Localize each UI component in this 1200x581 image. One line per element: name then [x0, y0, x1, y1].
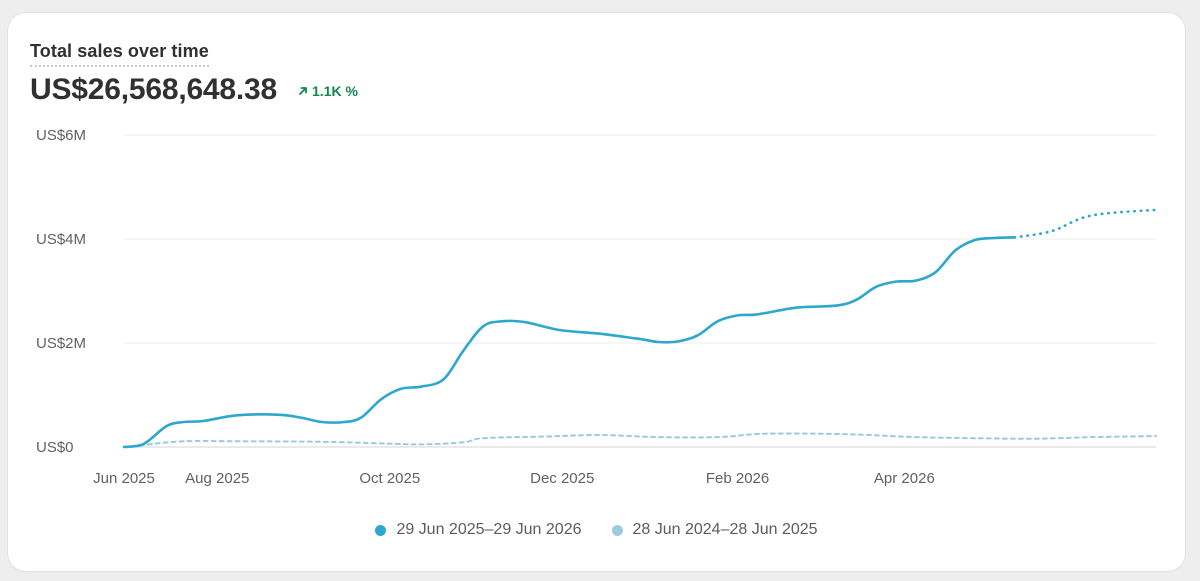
x-tick-label: Jun 2025: [93, 470, 155, 487]
sales-card: Total sales over time US$26,568,648.38 1…: [8, 13, 1185, 571]
y-tick-label: US$0: [36, 439, 74, 456]
change-badge: 1.1K %: [298, 83, 358, 99]
x-tick-label: Oct 2025: [359, 470, 420, 487]
x-tick-label: Aug 2025: [185, 470, 249, 487]
y-tick-label: US$2M: [36, 335, 86, 352]
y-tick-label: US$4M: [36, 231, 86, 248]
sales-line-chart: US$0 US$2M US$4M US$6M Jun 2025 Aug 2025 Oct 2…: [36, 127, 1158, 487]
y-tick-label: US$6M: [36, 127, 86, 144]
legend-dot-current: [375, 524, 387, 536]
x-tick-label: Feb 2026: [706, 470, 769, 487]
legend-label-previous: 28 Jun 2024–28 Jun 2025: [632, 521, 818, 538]
series-line-current-projection: [1013, 208, 1158, 239]
x-tick-label: Dec 2025: [530, 470, 594, 487]
total-sales-value: US$26,568,648.38: [30, 73, 278, 106]
legend-item-previous[interactable]: 28 Jun 2024–28 Jun 2025: [611, 521, 818, 539]
change-percent: 1.1K %: [312, 83, 358, 99]
x-tick-label: Apr 2026: [874, 470, 935, 487]
card-title[interactable]: Total sales over time: [30, 41, 209, 67]
legend-label-current: 29 Jun 2025–29 Jun 2026: [396, 521, 582, 538]
series-line-current: [122, 236, 1016, 449]
arrow-up-right-icon: [298, 86, 308, 96]
legend-dot-previous: [611, 524, 623, 536]
chart-legend: 29 Jun 2025–29 Jun 2026 28 Jun 2024–28 J…: [8, 521, 1185, 539]
legend-item-current[interactable]: 29 Jun 2025–29 Jun 2026: [375, 521, 582, 539]
series-line-previous: [123, 432, 1157, 448]
